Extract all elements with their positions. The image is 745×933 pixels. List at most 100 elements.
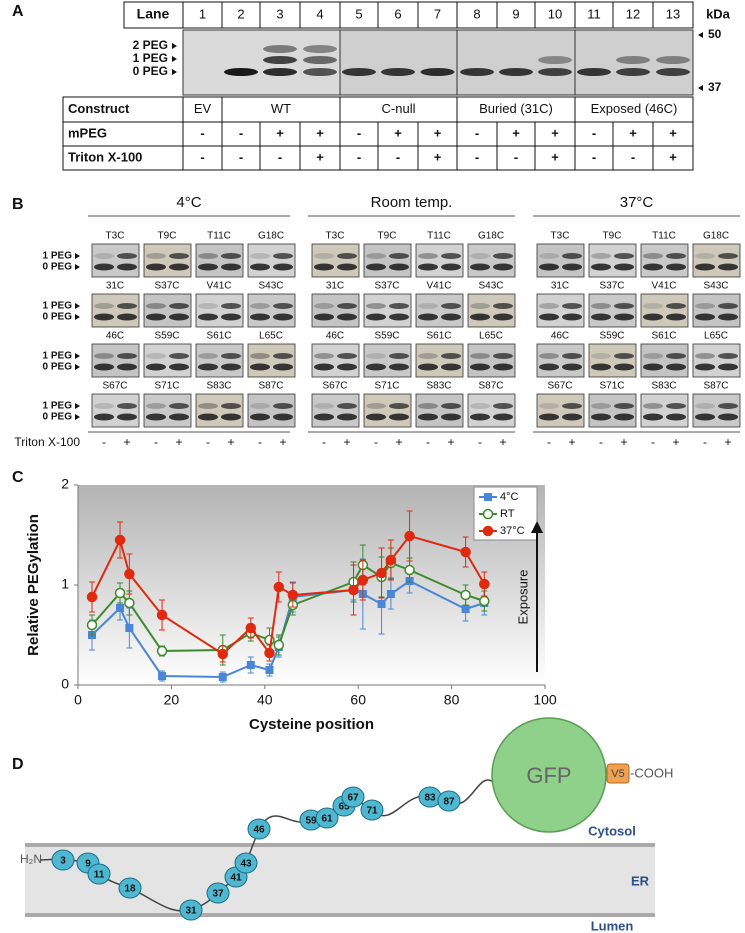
peg-label: 0 PEG [133, 64, 168, 78]
residue-bead [179, 899, 203, 921]
blot-band [614, 403, 634, 409]
arrowhead [172, 43, 177, 49]
blot-label: L65C [704, 331, 728, 342]
triton-sign: + [227, 435, 234, 449]
blot-band [493, 253, 513, 259]
blot-label: V41C [651, 281, 676, 292]
blot-band [591, 263, 611, 271]
gfp-label: GFP [526, 763, 571, 788]
blot-band [337, 413, 357, 421]
blot-band [366, 253, 386, 259]
lane-number: 10 [548, 6, 562, 21]
blot-band [441, 353, 461, 359]
blot-band [146, 353, 166, 359]
data-point [158, 672, 167, 680]
blot-band [643, 413, 663, 421]
blot-label: S59C [374, 331, 399, 342]
blot-label: S37C [154, 281, 179, 292]
x-tick-label: 100 [533, 692, 557, 708]
blot-band [94, 253, 114, 259]
blot [195, 293, 244, 328]
compartment-label: Cytosol [588, 823, 636, 838]
blot-band [366, 263, 386, 271]
blot-band [591, 303, 611, 309]
blot-band [614, 263, 634, 271]
arrowhead [75, 353, 80, 359]
size-marker: 37 [708, 80, 722, 94]
table-cell: - [514, 149, 518, 164]
blot-band [198, 353, 218, 359]
gel-band [538, 56, 572, 64]
blot-band [314, 353, 334, 359]
triton-label: Triton X-100 [14, 435, 80, 449]
blot-band [418, 403, 438, 409]
blot-band [314, 363, 334, 371]
peg-label: 1 PEG [133, 51, 168, 65]
lane-header: Lane [137, 6, 170, 22]
blot-band [718, 353, 738, 359]
triton-sign: - [426, 435, 430, 449]
blot [143, 293, 192, 328]
lane-number: 13 [666, 6, 680, 21]
blot-band [643, 403, 663, 409]
blot-band [94, 363, 114, 371]
data-point [273, 639, 285, 651]
triton-sign: - [703, 435, 707, 449]
gel-band [381, 68, 415, 76]
arrowhead [698, 85, 703, 91]
blot [247, 293, 296, 328]
blot-band [666, 353, 686, 359]
table-cell: + [512, 125, 520, 140]
blot-band [94, 263, 114, 271]
triton-sign: + [620, 435, 627, 449]
arrowhead [75, 403, 80, 409]
blot-band [314, 303, 334, 309]
triton-sign: - [206, 435, 210, 449]
blot-band [117, 313, 137, 321]
blot-band [250, 413, 270, 421]
residue-label: 61 [321, 814, 333, 825]
peg-label: 0 PEG [43, 412, 73, 423]
residue-bead [234, 852, 258, 874]
residue-label: 41 [230, 873, 242, 884]
data-point [264, 647, 275, 659]
blot-band [198, 253, 218, 259]
blot [91, 343, 140, 378]
blot-band [493, 263, 513, 271]
residue-bead [87, 863, 111, 885]
blot-band [591, 413, 611, 421]
blot [415, 393, 464, 428]
triton-sign: + [672, 435, 679, 449]
blot [363, 243, 412, 278]
blot-band [389, 303, 409, 309]
table-cell: - [357, 149, 361, 164]
blot-band [418, 313, 438, 321]
gel-band [656, 68, 690, 76]
blot-label: 31C [106, 281, 124, 292]
blot-band [146, 313, 166, 321]
blot-band [273, 363, 293, 371]
blot-band [389, 363, 409, 371]
blot-band [695, 403, 715, 409]
blot-band [314, 313, 334, 321]
gel-band [303, 45, 337, 53]
legend-label: 37°C [500, 525, 525, 537]
blot-band [337, 253, 357, 259]
blot-label: S83C [651, 381, 676, 392]
blot-band [221, 313, 241, 321]
blot [91, 293, 140, 328]
arrowhead [75, 264, 80, 270]
blot-band [562, 403, 582, 409]
blot-band [562, 363, 582, 371]
peg-label: 1 PEG [43, 401, 73, 412]
blot-band [389, 253, 409, 259]
blot-label: T11C [207, 231, 231, 242]
blot-label: 31C [551, 281, 569, 292]
blot-band [470, 363, 490, 371]
size-marker: 50 [708, 27, 722, 41]
blot-band [614, 313, 634, 321]
residue-bead [360, 799, 384, 821]
blot-band [221, 363, 241, 371]
triton-sign: + [395, 435, 402, 449]
data-point [287, 589, 299, 601]
